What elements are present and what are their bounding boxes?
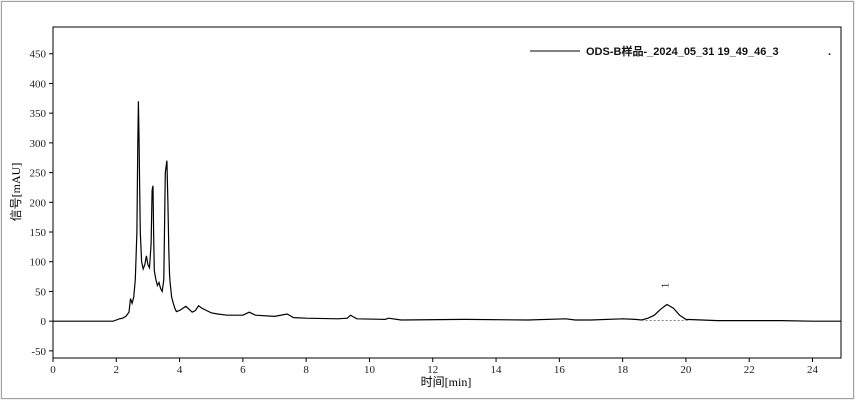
y-tick-label: 200 (30, 197, 47, 209)
x-tick-label: 22 (744, 364, 755, 376)
x-tick-label: 18 (617, 364, 629, 376)
plot-area (52, 26, 842, 359)
y-tick-label: 350 (30, 108, 47, 120)
y-tick-label: 100 (30, 257, 47, 269)
x-tick-label: 6 (240, 364, 246, 376)
y-tick-label: 450 (30, 49, 47, 61)
y-tick-label: 400 (30, 78, 47, 90)
x-tick-label: 2 (114, 364, 120, 376)
x-tick-label: 10 (364, 364, 376, 376)
x-tick-label: 14 (491, 364, 503, 376)
y-tick-label: 300 (30, 138, 47, 150)
x-tick-label: 20 (680, 364, 692, 376)
y-tick-label: 0 (41, 316, 47, 328)
legend-label: ODS-B样品-_2024_05_31 19_49_46_3 (586, 44, 779, 58)
y-tick-label: 250 (30, 168, 47, 180)
x-tick-label: 8 (303, 364, 309, 376)
y-tick-label: -50 (31, 346, 46, 358)
peak-label: 1 (660, 283, 672, 289)
series-line (53, 101, 841, 322)
x-axis-label: 时间[min] (421, 375, 472, 389)
x-tick-label: 4 (177, 364, 183, 376)
legend-dot: . (828, 46, 831, 58)
x-tick-label: 16 (554, 364, 566, 376)
x-tick-label: 0 (50, 364, 56, 376)
x-tick-label: 12 (427, 364, 438, 376)
y-axis-label: 信号[mAU] (9, 163, 23, 222)
y-tick-label: 150 (30, 227, 47, 239)
x-tick-label: 24 (807, 364, 819, 376)
y-tick-label: 50 (35, 286, 47, 298)
